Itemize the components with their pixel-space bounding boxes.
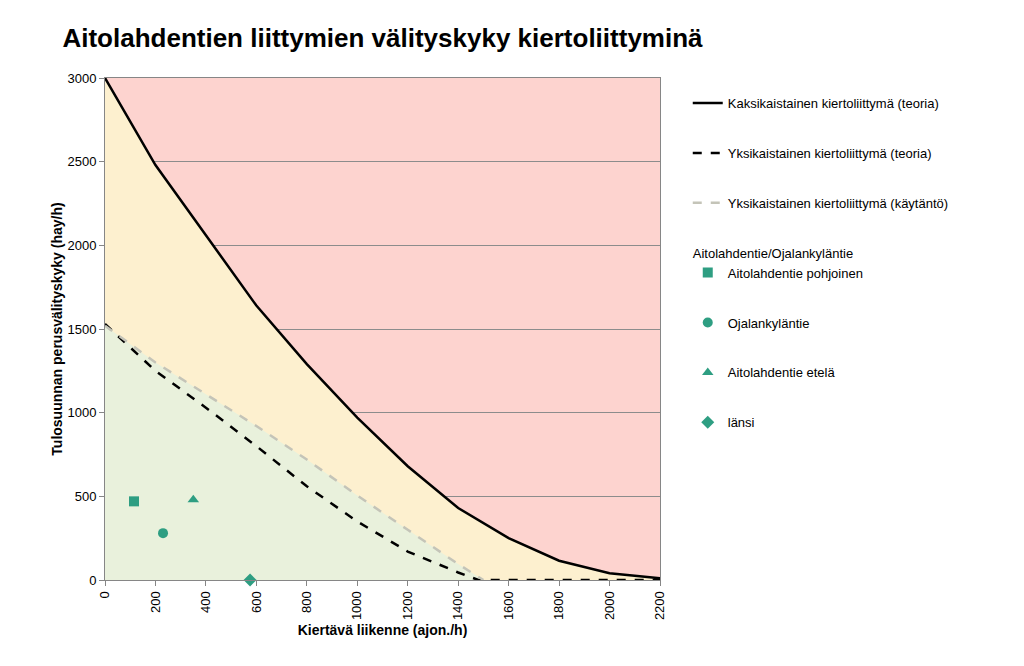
svg-text:0: 0	[97, 591, 112, 598]
svg-text:1800: 1800	[551, 591, 566, 620]
svg-text:1400: 1400	[450, 591, 465, 620]
svg-text:400: 400	[198, 591, 213, 613]
svg-text:1000: 1000	[67, 405, 96, 420]
svg-text:2000: 2000	[602, 591, 617, 620]
svg-text:200: 200	[148, 591, 163, 613]
svg-text:500: 500	[75, 489, 97, 504]
svg-text:2200: 2200	[652, 591, 667, 620]
svg-text:Yksikaistainen kiertoliittymä: Yksikaistainen kiertoliittymä (teoria)	[728, 146, 932, 161]
svg-text:Yksikaistainen kiertoliittymä: Yksikaistainen kiertoliittymä (käytäntö)	[728, 196, 948, 211]
svg-text:0: 0	[89, 573, 96, 588]
svg-text:Aitolahdentie pohjoinen: Aitolahdentie pohjoinen	[728, 266, 863, 281]
svg-text:2000: 2000	[67, 238, 96, 253]
svg-text:1200: 1200	[400, 591, 415, 620]
svg-text:1000: 1000	[349, 591, 364, 620]
svg-text:Kaksikaistainen kiertoliittymä: Kaksikaistainen kiertoliittymä (teoria)	[728, 96, 939, 111]
svg-text:2500: 2500	[67, 154, 96, 169]
svg-text:Aitolahdentie etelä: Aitolahdentie etelä	[728, 365, 836, 380]
svg-text:Aitolahdentie/Ojalankyläntie: Aitolahdentie/Ojalankyläntie	[693, 246, 853, 261]
svg-text:1500: 1500	[67, 322, 96, 337]
svg-text:Tulosuunnan perusvälityskyky (: Tulosuunnan perusvälityskyky (hay/h)	[49, 202, 65, 455]
svg-text:1600: 1600	[501, 591, 516, 620]
svg-text:Ojalankyläntie: Ojalankyläntie	[728, 316, 810, 331]
svg-text:länsi: länsi	[728, 415, 755, 430]
svg-text:Kiertävä liikenne (ajon./h): Kiertävä liikenne (ajon./h)	[298, 622, 468, 638]
svg-text:600: 600	[249, 591, 264, 613]
svg-text:800: 800	[299, 591, 314, 613]
svg-text:Aitolahdentien liittymien väli: Aitolahdentien liittymien välityskyky ki…	[62, 23, 703, 53]
svg-text:3000: 3000	[67, 71, 96, 86]
